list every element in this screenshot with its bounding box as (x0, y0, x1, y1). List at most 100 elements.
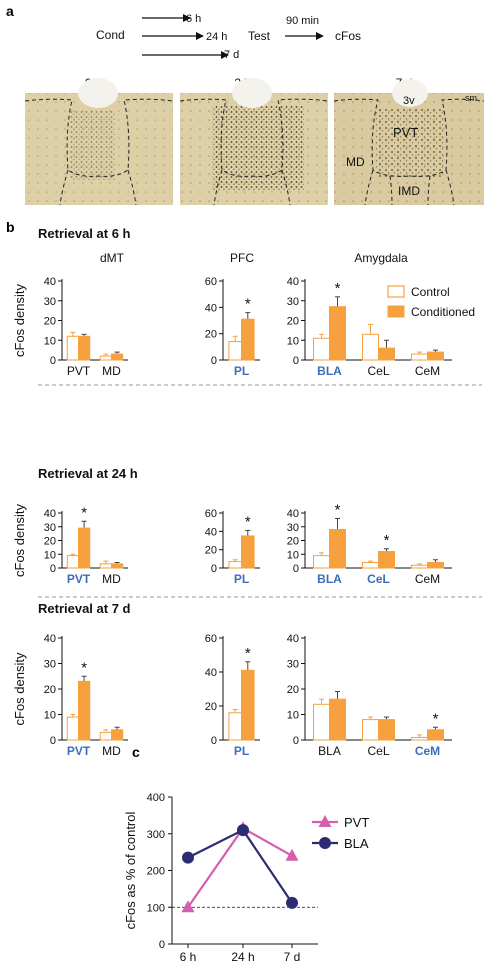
region-outline (333, 98, 485, 177)
point-bla (182, 851, 194, 864)
bar-conditioned-cem (427, 729, 444, 741)
y-tick-label: 10 (44, 335, 56, 347)
y-tick-label: 30 (287, 522, 299, 534)
photo-24h (179, 78, 329, 206)
significance-star: * (245, 296, 251, 313)
point-bla (237, 824, 249, 837)
bar-conditioned-md (111, 563, 124, 569)
x-tick-label: 24 h (231, 950, 254, 964)
photo-label-imd: IMD (398, 184, 420, 198)
ventricle (232, 78, 272, 108)
bar-conditioned-pvt (78, 680, 91, 741)
y-tick-label: 20 (287, 536, 299, 548)
arrowhead-test-cfos (316, 32, 324, 40)
bar-conditioned-md (111, 353, 124, 361)
y-tick-label: 40 (205, 526, 217, 538)
y-tick-label: 20 (44, 536, 56, 548)
significance-star: * (81, 504, 87, 521)
column-title-dmt: dMT (100, 251, 125, 265)
photo-label-pvt: PVT (393, 125, 418, 140)
x-tick-label-pvt: PVT (67, 744, 91, 758)
row-title-3: Retrieval at 7 d (38, 601, 131, 616)
line-pvt (187, 826, 293, 908)
significance-star: * (81, 659, 87, 676)
bar-panel-pfc-1: 0 20 40 60 PL * (205, 276, 260, 378)
y-tick-label: 10 (287, 335, 299, 347)
arrowhead-7d (221, 51, 229, 59)
y-tick-label: 0 (50, 355, 56, 367)
point-pvt (285, 848, 299, 861)
bar-panel-pfc-2: 0 20 40 60 PL * (205, 508, 260, 586)
legend-swatch-control (387, 285, 405, 298)
x-tick-label-cem: CeM (415, 364, 440, 378)
bar-conditioned-cel (378, 347, 395, 361)
bar-panel-pfc-3: 0 20 40 60 PL * (205, 633, 260, 758)
y-tick-label: 30 (287, 659, 299, 671)
bar-conditioned-pl (241, 318, 255, 361)
bar-control-cel (362, 333, 379, 361)
bar-panel-dmt-1: 0 10 20 30 40 PVT MD (44, 276, 128, 378)
point-bla (286, 896, 298, 909)
interval-label: 90 min (286, 15, 319, 27)
y-tick-label: 300 (147, 829, 165, 841)
x-tick-label-bla: BLA (318, 744, 341, 758)
bar-control-bla (313, 703, 330, 741)
x-tick-label-bla: BLA (317, 572, 342, 586)
arrowhead-6h (183, 14, 191, 22)
bar-conditioned-cel (378, 719, 395, 741)
y-tick-label: 0 (293, 355, 299, 367)
photo-7d: 3v sm PVT MD IMD (333, 79, 485, 206)
bar-conditioned-pl (241, 535, 255, 569)
column-title-amygdala: Amygdala (354, 251, 408, 265)
y-axis-label: cFos density (12, 504, 27, 577)
significance-star: * (245, 513, 251, 530)
y-tick-label: 0 (50, 735, 56, 747)
x-tick-label-bla: BLA (317, 364, 342, 378)
photo-6h (24, 78, 174, 206)
significance-star: * (245, 645, 251, 662)
x-tick-label-cel: CeL (367, 744, 389, 758)
x-tick-label-cem: CeM (415, 572, 440, 586)
y-tick-label: 30 (44, 296, 56, 308)
bar-control-cel (362, 562, 379, 569)
bar-control-bla (313, 555, 330, 569)
y-tick-label: 400 (147, 792, 165, 804)
x-tick-label-md: MD (102, 572, 121, 586)
y-axis-label: cFos as % of control (123, 812, 138, 930)
legend-label-conditioned: Conditioned (411, 305, 475, 319)
arrowhead-24h (196, 32, 204, 40)
panel-letter-a: a (6, 3, 14, 19)
x-tick-label: 7 d (284, 950, 301, 964)
x-tick-label-pl: PL (234, 744, 249, 758)
test-label: Test (248, 29, 271, 43)
bar-control-pvt (66, 335, 79, 361)
bar-panel-dmt-3: 0 10 20 30 40 PVT * MD (44, 633, 128, 758)
x-tick-label-pvt: PVT (67, 572, 91, 586)
photo-labeling (70, 110, 115, 180)
y-tick-label: 40 (287, 508, 299, 520)
y-tick-label: 60 (205, 633, 217, 645)
time-7d-label: 7 d (224, 49, 239, 61)
bar-conditioned-md (111, 729, 124, 741)
region-outline-lower (213, 169, 291, 206)
bar-control-md (99, 563, 112, 569)
y-tick-label: 0 (211, 355, 217, 367)
legend-marker-bla (319, 837, 331, 849)
photo-label-md: MD (346, 155, 365, 169)
legend-swatch-conditioned (387, 305, 405, 318)
significance-star: * (384, 532, 390, 549)
bar-conditioned-bla (329, 529, 346, 569)
bar-control-pl (228, 341, 242, 361)
y-tick-label: 0 (50, 563, 56, 575)
y-tick-label: 30 (287, 296, 299, 308)
y-tick-label: 20 (287, 684, 299, 696)
y-tick-label: 10 (287, 549, 299, 561)
bar-legend: Control Conditioned (387, 285, 475, 319)
bar-conditioned-cem (427, 562, 444, 569)
photo-label-sm: sm (465, 93, 477, 103)
y-tick-label: 10 (44, 710, 56, 722)
x-tick-label-cem: CeM (415, 744, 440, 758)
y-tick-label: 30 (44, 522, 56, 534)
legend-marker-pvt (318, 815, 332, 827)
